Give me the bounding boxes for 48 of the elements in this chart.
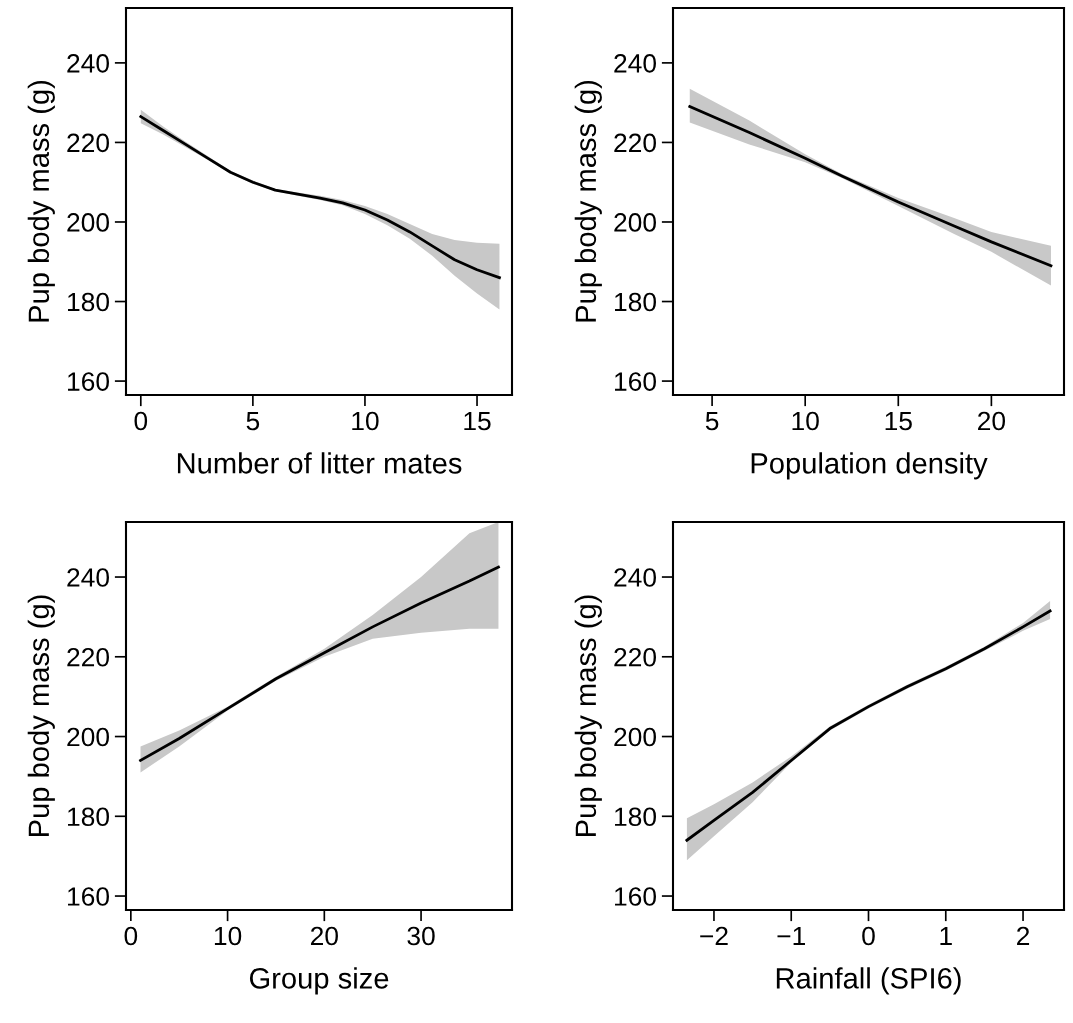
line-series xyxy=(139,565,500,762)
y-tick-label: 160 xyxy=(68,372,109,391)
y-tick-label: 220 xyxy=(614,647,656,667)
x-tick-label: 15 xyxy=(885,411,912,431)
x-tick-label: 20 xyxy=(310,926,338,946)
y-tick-label: 180 xyxy=(68,807,109,827)
y-axis-title: Pup body mass (g) xyxy=(27,595,55,836)
x-tick-label: 5 xyxy=(246,411,260,431)
y-tick-label: 240 xyxy=(67,54,109,73)
y-tick-label: 180 xyxy=(615,807,656,827)
x-tick-label: 0 xyxy=(134,411,148,431)
y-tick-label: 200 xyxy=(614,727,656,747)
x-tick-label: −1 xyxy=(777,926,805,946)
x-tick-label: 0 xyxy=(862,926,875,946)
line-series xyxy=(139,115,501,280)
y-tick-label: 160 xyxy=(68,887,109,906)
y-tick-label: 180 xyxy=(68,292,109,312)
x-axis-title: Rainfall (SPI6) xyxy=(776,967,961,995)
x-tick-label: 30 xyxy=(407,926,435,946)
y-axis-title: Pup body mass (g) xyxy=(27,80,55,322)
y-tick-label: 220 xyxy=(614,133,656,153)
y-tick-label: 160 xyxy=(615,887,656,906)
x-axis-title: Population density xyxy=(751,452,988,480)
y-axis-title: Pup body mass (g) xyxy=(574,595,602,836)
x-tick-label: 10 xyxy=(352,411,379,431)
y-tick-label: 240 xyxy=(614,54,656,73)
y-tick-label: 220 xyxy=(67,647,109,667)
x-tick-label: 5 xyxy=(705,411,719,431)
x-tick-label: −2 xyxy=(700,926,728,946)
x-tick-label: 10 xyxy=(214,926,242,946)
y-tick-label: 240 xyxy=(614,568,656,587)
y-tick-label: 160 xyxy=(615,372,656,391)
x-tick-label: 20 xyxy=(978,411,1006,431)
x-tick-label: 1 xyxy=(940,926,952,946)
x-tick-label: 2 xyxy=(1017,926,1030,946)
y-tick-label: 220 xyxy=(67,133,109,153)
line-series xyxy=(688,105,1053,268)
y-tick-label: 240 xyxy=(67,568,109,587)
x-tick-label: 0 xyxy=(124,926,138,946)
y-tick-label: 200 xyxy=(67,213,109,232)
y-tick-label: 180 xyxy=(615,292,656,312)
y-tick-label: 200 xyxy=(67,727,109,747)
x-axis-title: Number of litter mates xyxy=(177,452,462,474)
y-tick-label: 200 xyxy=(614,213,656,232)
y-axis-title: Pup body mass (g) xyxy=(574,80,602,322)
x-tick-label: 10 xyxy=(792,411,819,431)
x-axis-title: Group size xyxy=(249,967,389,995)
x-tick-label: 15 xyxy=(464,411,491,431)
